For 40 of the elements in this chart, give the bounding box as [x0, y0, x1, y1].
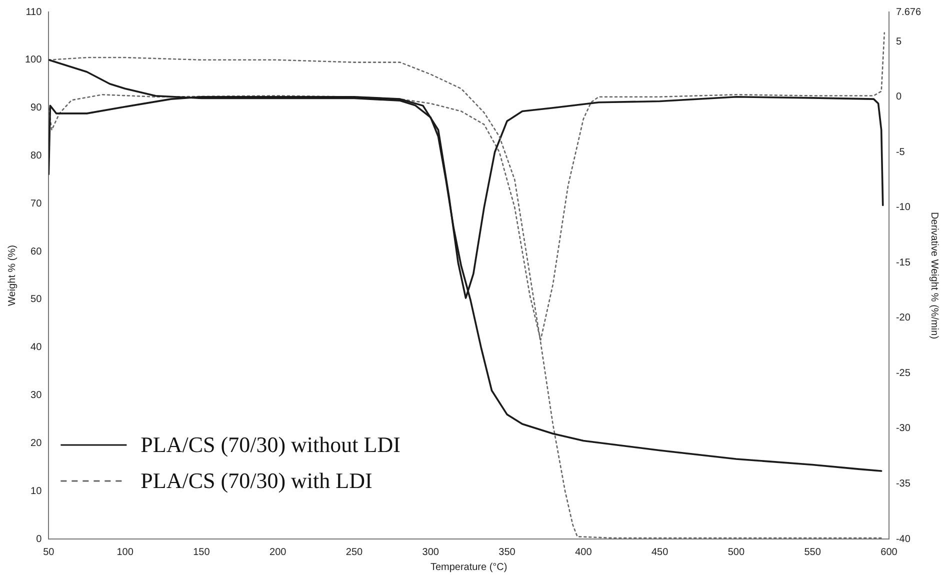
x-tick-label: 450 [651, 546, 669, 558]
y-tick-label: 10 [30, 486, 42, 497]
y-tick-label: 50 [30, 294, 42, 306]
y2-tick-label: -40 [896, 534, 911, 545]
x-tick-label: 600 [880, 546, 898, 558]
x-tick-label: 400 [575, 546, 592, 558]
x-tick-label: 350 [498, 546, 516, 558]
x-tick-label: 500 [728, 546, 745, 558]
y-tick-label: 30 [30, 390, 42, 402]
y2-tick-label: -25 [896, 368, 911, 379]
x-tick-label: 100 [116, 546, 134, 558]
x-tick-label: 50 [43, 546, 55, 558]
legend-label: PLA/CS (70/30) with LDI [140, 468, 372, 493]
y2-tick-label: -15 [896, 257, 911, 268]
y-tick-label: 40 [30, 342, 42, 354]
y2-tick-label: -10 [896, 202, 911, 214]
x-tick-label: 550 [804, 546, 822, 558]
x-tick-label: 300 [422, 546, 440, 558]
x-tick-label: 150 [193, 546, 210, 558]
y-tick-label: 0 [36, 534, 42, 545]
y-tick-label: 70 [30, 198, 42, 210]
y2-tick-label: 5 [896, 36, 902, 48]
y2-tick-label: -20 [896, 312, 911, 324]
y-tick-label: 20 [30, 438, 42, 449]
y-tick-label: 100 [24, 54, 42, 66]
x-tick-label: 250 [346, 546, 364, 558]
y-tick-label: 90 [30, 102, 42, 114]
y2-tick-label: 7.676 [896, 6, 922, 18]
x-axis-title: Temperature (°C) [430, 562, 508, 573]
y-tick-label: 60 [30, 246, 42, 258]
y-axis-title: Weight % (%) [6, 245, 18, 306]
y2-tick-label: -35 [896, 478, 911, 490]
legend-label: PLA/CS (70/30) without LDI [140, 432, 400, 457]
y-tick-label: 80 [30, 150, 42, 162]
y2-tick-label: -5 [896, 146, 906, 158]
y2-tick-label: -30 [896, 423, 911, 434]
y2-tick-label: 0 [896, 92, 902, 103]
y-tick-label: 110 [26, 6, 42, 18]
x-tick-label: 200 [270, 546, 287, 558]
y2-axis-title: Derivative Weight % (%/min) [928, 212, 940, 340]
